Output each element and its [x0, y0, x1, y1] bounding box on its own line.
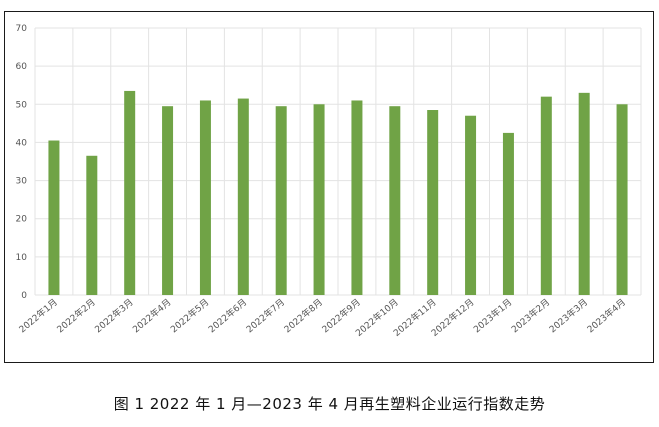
- x-category-label: 2023年3月: [547, 296, 590, 335]
- x-category-label: 2022年3月: [92, 296, 135, 335]
- x-category-label: 2023年1月: [471, 296, 514, 335]
- x-category-label: 2022年1月: [16, 296, 59, 335]
- chart-frame: 0 10 20 30 40 50 60 70 2022年1月 2022年2月 2022年3月 2022…: [4, 11, 654, 363]
- bar-1: [48, 140, 60, 295]
- x-category-label: 2022年5月: [168, 296, 211, 335]
- x-category-label: 2023年4月: [585, 296, 628, 335]
- bar-4: [162, 106, 174, 295]
- bar-8: [313, 104, 325, 296]
- y-tick-label: 50: [16, 100, 28, 110]
- y-tick-label: 60: [16, 62, 28, 72]
- y-tick-label: 40: [16, 138, 28, 148]
- bar-13: [502, 132, 514, 295]
- bar-3: [124, 90, 136, 295]
- bar-11: [427, 110, 439, 295]
- bar-16: [616, 104, 628, 296]
- bar-5: [199, 100, 211, 295]
- figure-caption: 图 1 2022 年 1 月—2023 年 4 月再生塑料企业运行指数走势: [113, 395, 546, 413]
- y-tick-label: 10: [16, 253, 28, 263]
- x-category-label: 2022年2月: [54, 296, 97, 335]
- bar-14: [540, 96, 552, 296]
- bar-chart: 0102030405060702022年1月2022年2月2022年3月2022…: [16, 24, 642, 339]
- x-category-label: 2022年8月: [282, 296, 325, 335]
- y-tick-label: 70: [16, 24, 28, 34]
- bar-9: [351, 100, 363, 295]
- bar-15: [578, 92, 590, 295]
- y-tick-label: 30: [16, 177, 28, 187]
- bar-2: [86, 155, 98, 295]
- bar-6: [237, 98, 249, 295]
- x-category-label: 2022年4月: [130, 296, 173, 335]
- bar-10: [389, 106, 401, 295]
- bar-12: [465, 115, 477, 295]
- x-category-label: 2022年6月: [206, 296, 249, 335]
- x-category-label: 2022年7月: [244, 296, 287, 335]
- x-category-label: 2023年2月: [509, 296, 552, 335]
- y-tick-label: 0: [21, 291, 27, 301]
- bar-7: [275, 106, 287, 295]
- y-tick-label: 20: [16, 215, 28, 225]
